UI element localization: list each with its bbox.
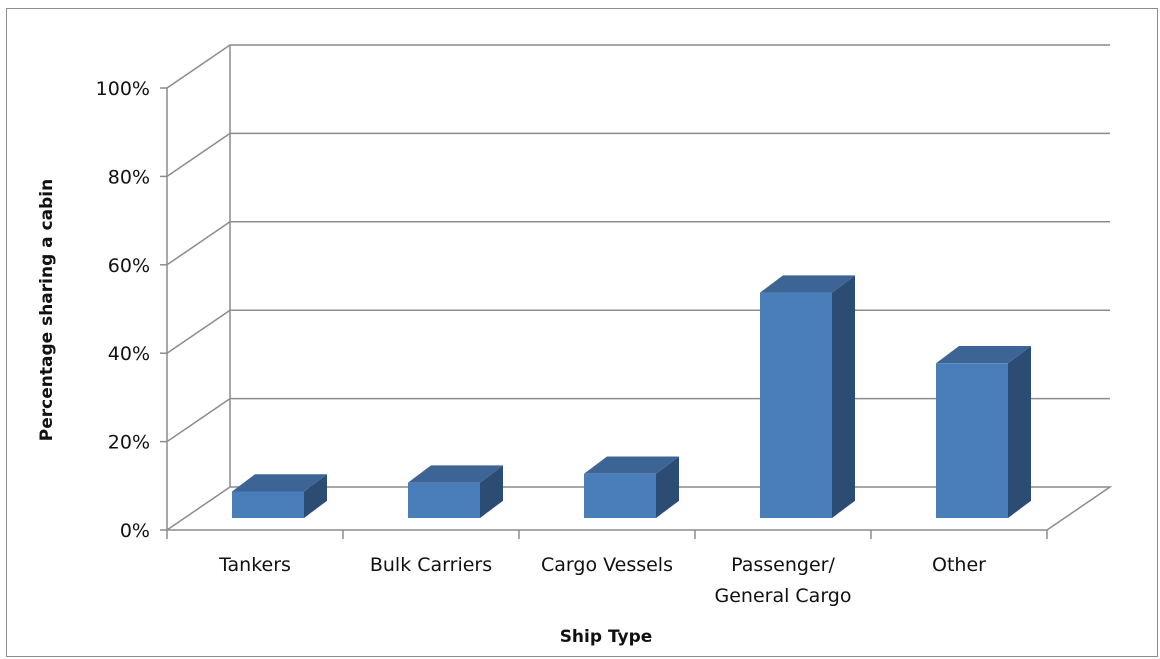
axes: [160, 87, 1048, 539]
x-tick-label-line: Passenger/: [731, 554, 835, 576]
gridline: [166, 132, 1110, 178]
chart-frame: [6, 8, 1158, 657]
bar-front: [584, 473, 656, 518]
bar-side: [1008, 346, 1031, 518]
x-tick-label: Other: [932, 554, 986, 576]
x-tick-label: Cargo Vessels: [541, 554, 673, 576]
bar-top: [760, 275, 855, 293]
x-tick-labels: Tankers Bulk Carriers Cargo Vessels Passeng…: [218, 554, 986, 607]
y-tick-label: 60%: [108, 255, 150, 277]
gridline: [166, 44, 1110, 89]
bar-front: [760, 292, 832, 518]
x-tick-label-line: Cargo Vessels: [541, 554, 673, 576]
y-tick-label: 80%: [108, 166, 150, 188]
y-tick-label: 20%: [108, 432, 150, 454]
bar-side: [656, 456, 679, 518]
bar: [584, 456, 679, 518]
y-tick-labels: 0% 20% 40% 60% 80% 100%: [96, 78, 150, 542]
x-tick-label: Tankers: [218, 554, 291, 576]
x-tick-label: Passenger/General Cargo: [715, 554, 852, 607]
gridline: [166, 221, 1110, 266]
y-tick-label: 0%: [120, 520, 150, 542]
x-tick-label-line: General Cargo: [715, 585, 852, 607]
x-axis-title: Ship Type: [560, 627, 653, 647]
x-tick-label-line: Other: [932, 554, 986, 576]
bar-top: [936, 346, 1031, 364]
bar-side: [480, 465, 503, 518]
y-axis-title: Percentage sharing a cabin: [37, 179, 57, 441]
x-tick-label: Bulk Carriers: [370, 554, 492, 576]
bar-top: [408, 465, 503, 483]
bar: [936, 346, 1031, 518]
bar-top: [584, 456, 679, 474]
bar-front: [232, 491, 304, 518]
bar-front: [936, 363, 1008, 518]
bar: [232, 474, 327, 518]
x-tick-label-line: Tankers: [218, 554, 291, 576]
bar: [408, 465, 503, 518]
bar-side: [832, 275, 855, 518]
bar-top: [232, 474, 327, 492]
bar-side: [304, 474, 327, 518]
y-tick-label: 40%: [108, 343, 150, 365]
bars: [232, 275, 1031, 518]
bar: [760, 275, 855, 518]
bar-front: [408, 482, 480, 518]
y-tick-label: 100%: [96, 78, 150, 100]
x-tick-label-line: Bulk Carriers: [370, 554, 492, 576]
